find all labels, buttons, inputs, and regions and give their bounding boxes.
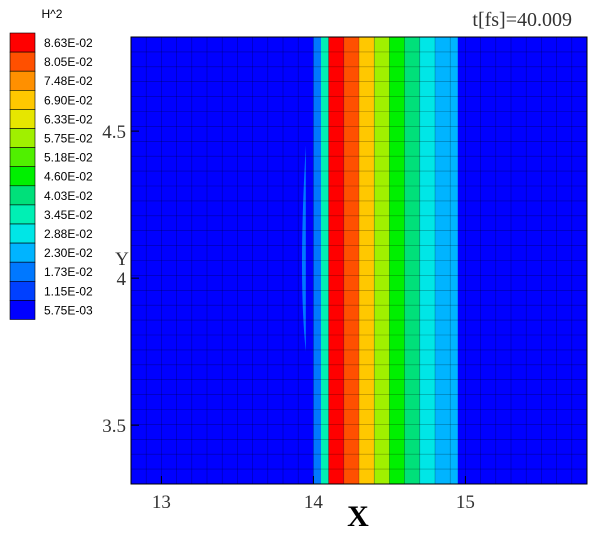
colorbar-label: 7.48E-02 [44,74,93,88]
colorbar-label: 5.75E-03 [44,303,93,317]
contour-bands [131,37,587,484]
mesh-grid [131,37,587,484]
contour-band [374,37,390,484]
colorbar-title: H^2 [42,7,63,21]
colorbar-label: 4.03E-02 [44,189,93,203]
colorbar-swatch [9,90,36,110]
colorbar-swatch [9,300,36,320]
contour-band [328,37,344,484]
colorbar-label: 1.73E-02 [44,265,93,279]
x-tick-label: 13 [152,492,171,513]
contour-bulge [302,145,306,352]
x-tick-label: 15 [456,492,475,513]
colorbar-label: 4.60E-02 [44,170,93,184]
colorbar-swatch [9,204,36,225]
plot-frame [130,36,588,485]
y-tick-label: 4 [117,269,127,290]
colorbar-swatch [9,185,36,206]
colorbar-swatch [9,32,36,53]
colorbar-label: 8.05E-02 [44,55,93,69]
y-tick-label: 3.5 [102,416,126,437]
colorbar-label: 3.45E-02 [44,208,93,222]
y-axis-label: Y [115,249,129,270]
contour-band [313,37,321,484]
contour-band [305,37,314,484]
colorbar-label: 6.90E-02 [44,93,93,107]
colorbar-swatch [9,128,36,148]
contour-band [359,37,375,484]
colorbar-label: 5.75E-02 [44,132,93,146]
colorbar-legend: H^2 8.63E-02 8.05E-02 7.48E-02 6.90E-02 6.33E… [9,7,93,320]
colorbar-swatch [9,242,36,263]
colorbar-label: 1.15E-02 [44,284,93,298]
time-annotation: t[fs]=40.009 [472,9,572,31]
contour-band [321,37,329,484]
y-axis-ticks: 3.5 4 4.5 Y [102,122,139,437]
colorbar-label: 2.30E-02 [44,246,93,260]
colorbar-swatch [9,109,36,129]
contour-band [389,37,405,484]
x-tick-label: 14 [304,492,324,513]
colorbar-swatch [9,166,36,187]
y-tick-label: 4.5 [102,122,126,143]
colorbar-swatch [9,280,36,301]
contour-band [435,37,458,484]
colorbar-swatch [9,147,36,168]
colorbar-swatch [9,223,36,244]
contour-band [404,37,420,484]
colorbar-label: 2.88E-02 [44,227,93,241]
colorbar-label: 6.33E-02 [44,112,93,126]
colorbar-label: 5.18E-02 [44,151,93,165]
colorbar-swatch [9,261,36,282]
colorbar-label: 8.63E-02 [44,36,93,50]
colorbar-swatch [9,51,36,72]
x-axis-ticks: 13 14 15 [152,476,475,513]
colorbar-swatch [9,70,36,91]
contour-band [343,37,359,484]
contour-band [419,37,435,484]
x-axis-label: X [347,500,369,533]
